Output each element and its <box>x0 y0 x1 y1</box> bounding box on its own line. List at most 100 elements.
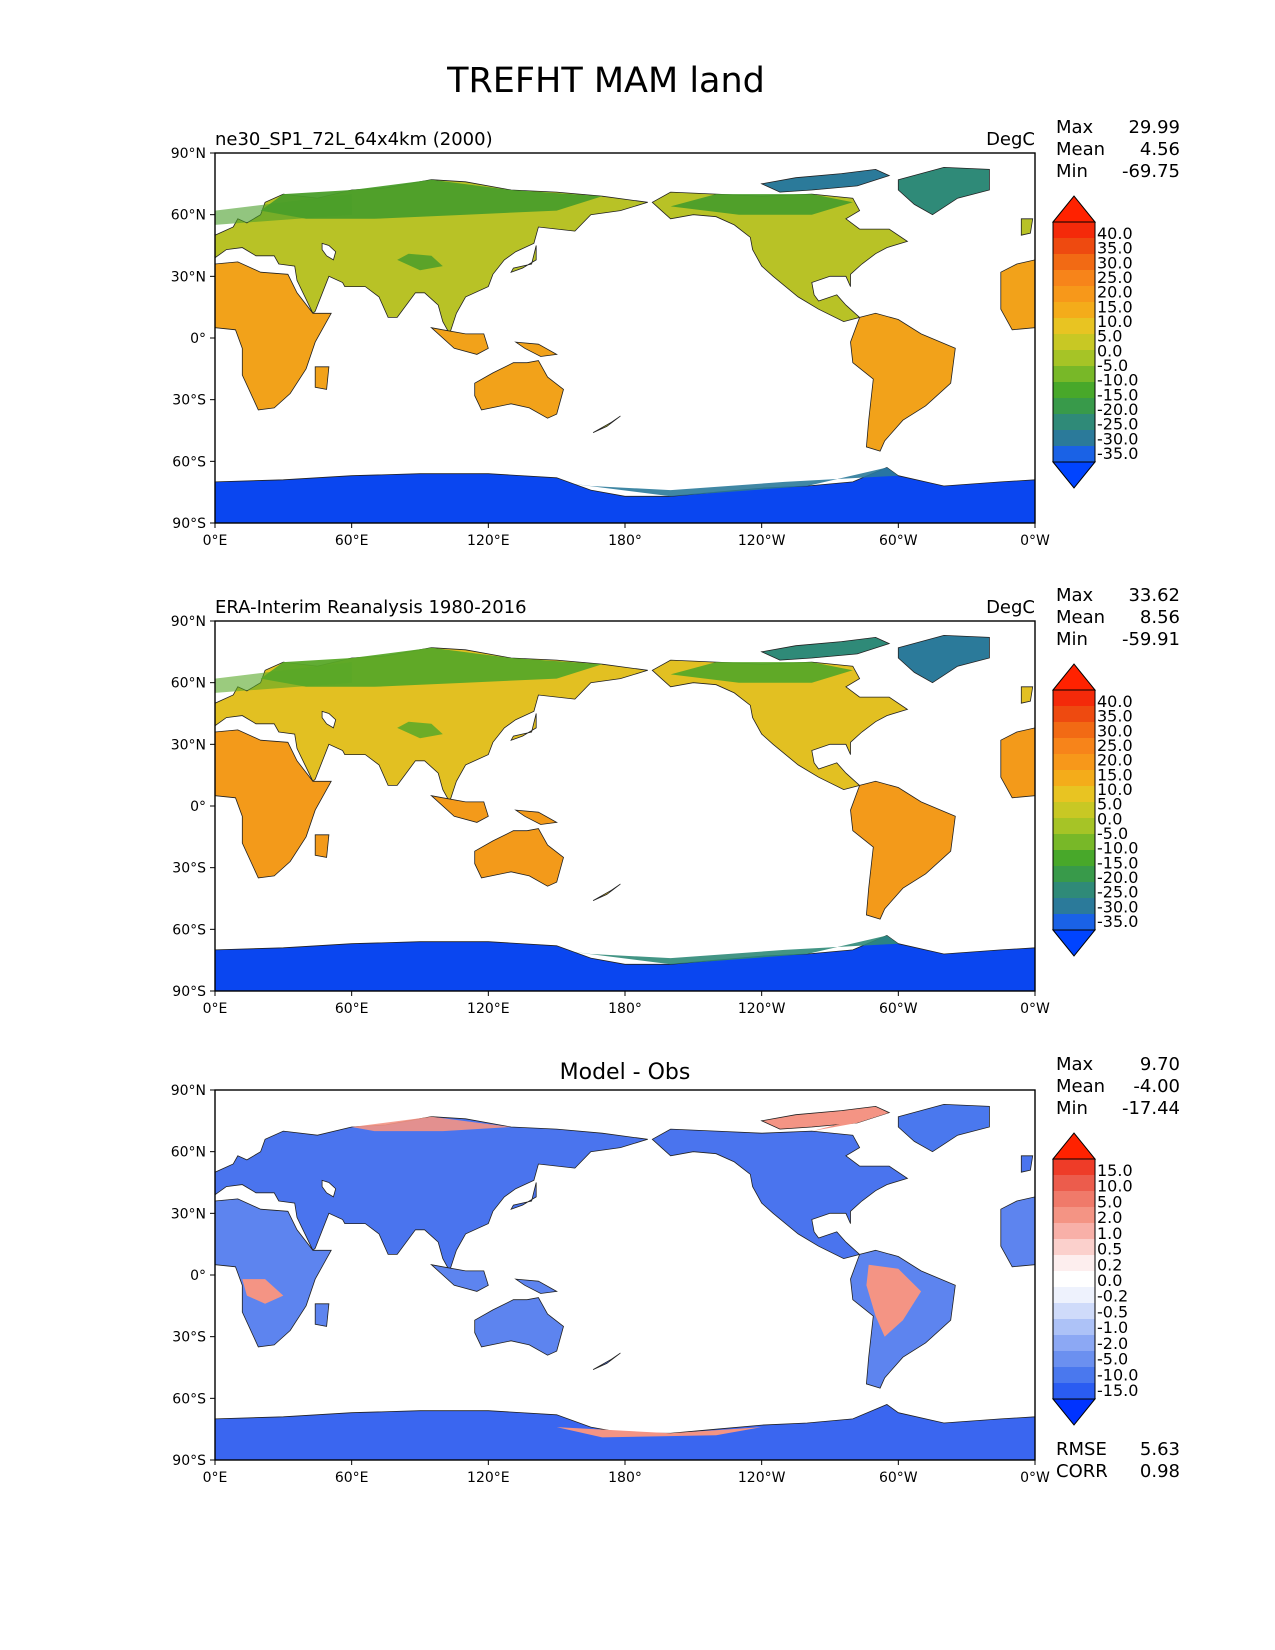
lat-tick-label: 30°S <box>172 393 206 409</box>
colorbar-frame <box>1052 689 1096 931</box>
colorbar-label: -30.0 <box>1097 429 1138 448</box>
stat-label: Min <box>1056 161 1088 182</box>
lon-tick-label: 180° <box>608 533 642 549</box>
stat-value: 8.56 <box>1140 607 1180 628</box>
lon-tick-label: 0°W <box>1020 1470 1050 1486</box>
colorbar-extend-max <box>1051 1132 1097 1160</box>
lon-tick-label: 120°E <box>467 1470 510 1486</box>
colorbar-swatch <box>1053 786 1095 803</box>
land-new_zealand <box>592 415 621 433</box>
colorbar-label: -10.0 <box>1097 371 1138 390</box>
colorbar-swatch <box>1053 850 1095 867</box>
land-indonesia <box>430 327 489 355</box>
colorbar-label: 30.0 <box>1097 253 1133 272</box>
map-panel-model: 90°N 60°N 30°N 0° 30°S 60°S 90°S0°E 60°E 120°E 18… <box>171 117 1180 549</box>
colorbar-swatch <box>1053 722 1095 739</box>
caspian-sea <box>321 242 337 261</box>
tibet-band <box>397 721 443 739</box>
lon-tick-label: 60°E <box>335 1470 369 1486</box>
colorbar-label: 15.0 <box>1097 1161 1133 1180</box>
stat-label: Mean <box>1056 139 1105 160</box>
lon-tick-label: 120°W <box>738 1001 786 1017</box>
lon-tick-label: 120°W <box>738 533 786 549</box>
colorbar-swatch <box>1053 1351 1095 1368</box>
colorbar-frame <box>1052 1158 1096 1400</box>
colorbar-label: -10.0 <box>1097 839 1138 858</box>
stat-value: 29.99 <box>1128 117 1180 138</box>
colorbar-swatch <box>1053 898 1095 915</box>
stat-label: CORR <box>1056 1461 1108 1482</box>
lon-tick-label: 60°E <box>335 533 369 549</box>
colorbar-label: -10.0 <box>1097 1365 1138 1384</box>
lon-tick-label: 120°E <box>467 1001 510 1017</box>
stat-value: 5.63 <box>1140 1439 1180 1460</box>
stat-value: 0.98 <box>1140 1461 1180 1482</box>
colorbar-swatch <box>1053 334 1095 351</box>
colorbar-swatch <box>1053 366 1095 383</box>
colorbar-swatch <box>1053 302 1095 319</box>
colorbar-swatch <box>1053 430 1095 447</box>
colorbar-label: 25.0 <box>1097 736 1133 755</box>
lat-tick-label: 30°S <box>172 861 206 877</box>
colorbar-label: 0.0 <box>1097 809 1122 828</box>
colorbar-label: 15.0 <box>1097 297 1133 316</box>
colorbar-label: -5.0 <box>1097 824 1128 843</box>
land-n_america <box>651 1128 909 1260</box>
lat-tick-label: 90°N <box>171 1083 206 1099</box>
colorbar-label: -5.0 <box>1097 356 1128 375</box>
land-new_guinea <box>514 1278 558 1294</box>
colorbar-label: 0.0 <box>1097 1271 1122 1290</box>
colorbar-label: 25.0 <box>1097 268 1133 287</box>
colorbar-label: 10.0 <box>1097 1177 1133 1196</box>
colorbar-swatch <box>1053 1287 1095 1304</box>
warm-patch-africa <box>242 1279 284 1304</box>
land-n_america <box>651 659 909 791</box>
colorbar-swatch <box>1053 238 1095 255</box>
colorbar-swatch <box>1053 770 1095 787</box>
lat-tick-label: 90°S <box>172 516 206 532</box>
land-madagascar <box>314 366 330 390</box>
colorbar-swatch <box>1053 1159 1095 1176</box>
lat-tick-label: 90°S <box>172 984 206 1000</box>
lat-tick-label: 60°S <box>172 1391 206 1407</box>
colorbar-swatch <box>1053 834 1095 851</box>
lon-tick-label: 0°W <box>1020 1001 1050 1017</box>
stat-label: Mean <box>1056 607 1105 628</box>
tibet-band <box>397 253 443 271</box>
colorbar-label: -0.5 <box>1097 1302 1128 1321</box>
cold-band-america <box>670 194 853 215</box>
lon-tick-label: 180° <box>608 1001 642 1017</box>
units-label: DegC <box>986 129 1035 150</box>
colorbar-swatch <box>1053 706 1095 723</box>
land-australia <box>474 828 564 887</box>
lon-tick-label: 0°E <box>203 533 228 549</box>
land-japan <box>510 1182 537 1210</box>
panel-title: ne30_SP1_72L_64x4km (2000) <box>215 129 493 150</box>
colorbar-swatch <box>1053 1239 1095 1256</box>
lon-tick-label: 60°E <box>335 1001 369 1017</box>
land-layer <box>215 634 1035 991</box>
lat-tick-label: 30°N <box>171 269 206 285</box>
colorbar-swatch <box>1053 222 1095 239</box>
colorbar-swatch <box>1053 254 1095 271</box>
stat-value: 9.70 <box>1140 1054 1180 1075</box>
colorbar-label: 0.5 <box>1097 1240 1122 1259</box>
lon-tick-label: 60°W <box>879 1470 918 1486</box>
land-australia <box>474 360 564 419</box>
colorbar-label: 5.0 <box>1097 1192 1122 1211</box>
colorbar-frame <box>1052 221 1096 463</box>
colorbar-swatch <box>1053 1191 1095 1208</box>
units-label: DegC <box>986 597 1035 618</box>
stat-value: 4.56 <box>1140 139 1180 160</box>
stat-label: Max <box>1056 585 1094 606</box>
lat-tick-label: 60°N <box>171 676 206 692</box>
lat-tick-label: 90°S <box>172 1453 206 1469</box>
colorbar-label: -5.0 <box>1097 1350 1128 1369</box>
colorbar-label: 5.0 <box>1097 327 1122 346</box>
colorbar-swatch <box>1053 318 1095 335</box>
land-new_guinea <box>514 341 558 357</box>
colorbar-label: 10.0 <box>1097 312 1133 331</box>
land-uk <box>1020 686 1034 704</box>
colorbar-label: 5.0 <box>1097 795 1122 814</box>
land-new_guinea <box>514 809 558 825</box>
